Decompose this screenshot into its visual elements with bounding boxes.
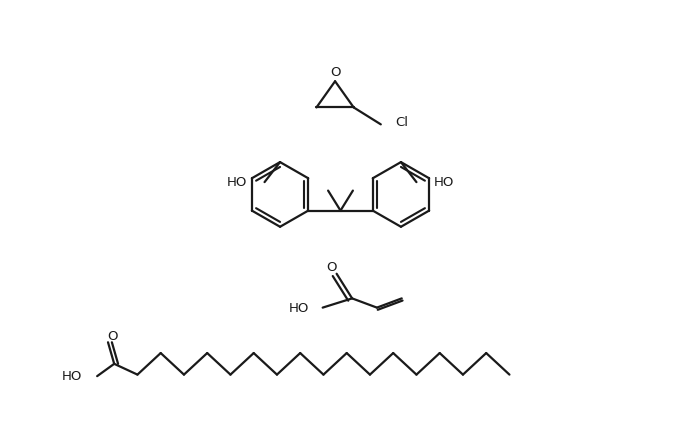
Text: HO: HO (61, 371, 81, 384)
Text: HO: HO (227, 176, 247, 190)
Text: O: O (327, 261, 337, 274)
Text: O: O (330, 66, 340, 79)
Text: HO: HO (433, 176, 454, 190)
Text: Cl: Cl (395, 116, 407, 129)
Text: O: O (107, 330, 118, 343)
Text: HO: HO (288, 302, 308, 315)
